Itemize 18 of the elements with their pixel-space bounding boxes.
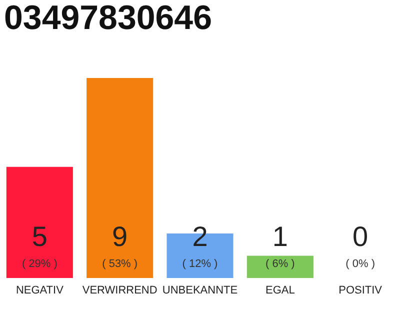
x-tick-label: EGAL [265, 284, 295, 296]
annotation: ( 53% ) [102, 258, 138, 270]
bar [246, 256, 314, 278]
data-label: 9 [112, 221, 128, 252]
x-tick-label: POSITIV [338, 284, 383, 296]
data-label: 1 [272, 221, 288, 252]
bar [86, 78, 154, 278]
bar [6, 166, 73, 278]
annotation: ( 29% ) [22, 258, 58, 270]
chart-title: 03497830646 [4, 0, 212, 37]
annotation: ( 12% ) [182, 258, 218, 270]
data-label: 0 [352, 221, 368, 252]
data-label: 5 [32, 221, 48, 252]
annotation: ( 6% ) [265, 258, 295, 270]
x-tick-label: NEGATIV [16, 284, 64, 296]
x-tick-label: UNBEKANNTE [162, 284, 238, 296]
x-tick-label: VERWIRREND [82, 284, 158, 296]
annotation: ( 0% ) [346, 258, 375, 270]
